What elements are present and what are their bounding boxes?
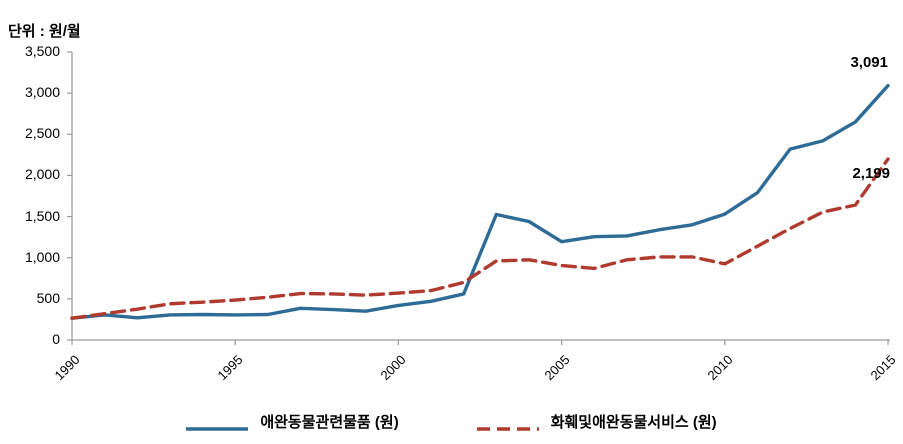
axis-group (71, 52, 890, 341)
legend-swatch-series1 (186, 419, 249, 431)
y-tick-label: 0 (52, 331, 60, 347)
legend-label-series2: 화훼및애완동물서비스 (원) (550, 413, 717, 431)
y-tick-marks (67, 51, 889, 345)
series-line-1 (70, 83, 890, 320)
y-tick-label: 1,000 (24, 248, 60, 265)
unit-label: 단위 : 원/월 (8, 23, 81, 40)
y-tick-label: 3,000 (24, 84, 60, 101)
y-tick-label: 1,500 (24, 207, 60, 224)
chart-legend: 애완동물관련물품 (원) 화훼및애완동물서비스 (원) (0, 404, 903, 438)
y-tick-label: 3,500 (24, 43, 60, 59)
end-label-series1: 3,091 (850, 53, 888, 71)
series-line-2 (70, 157, 890, 320)
legend-item: 화훼및애완동물서비스 (원) (476, 411, 717, 432)
series-group (70, 83, 890, 320)
legend-label-series1: 애완동물관련물품 (원) (260, 413, 399, 431)
end-label-series2: 2,199 (852, 165, 890, 183)
legend-item: 애완동물관련물품 (원) (186, 411, 399, 432)
legend-swatch-series2 (476, 419, 539, 431)
y-tick-label: 2,500 (24, 125, 60, 142)
y-tick-label: 500 (36, 289, 60, 306)
y-tick-label: 2,000 (24, 166, 60, 183)
